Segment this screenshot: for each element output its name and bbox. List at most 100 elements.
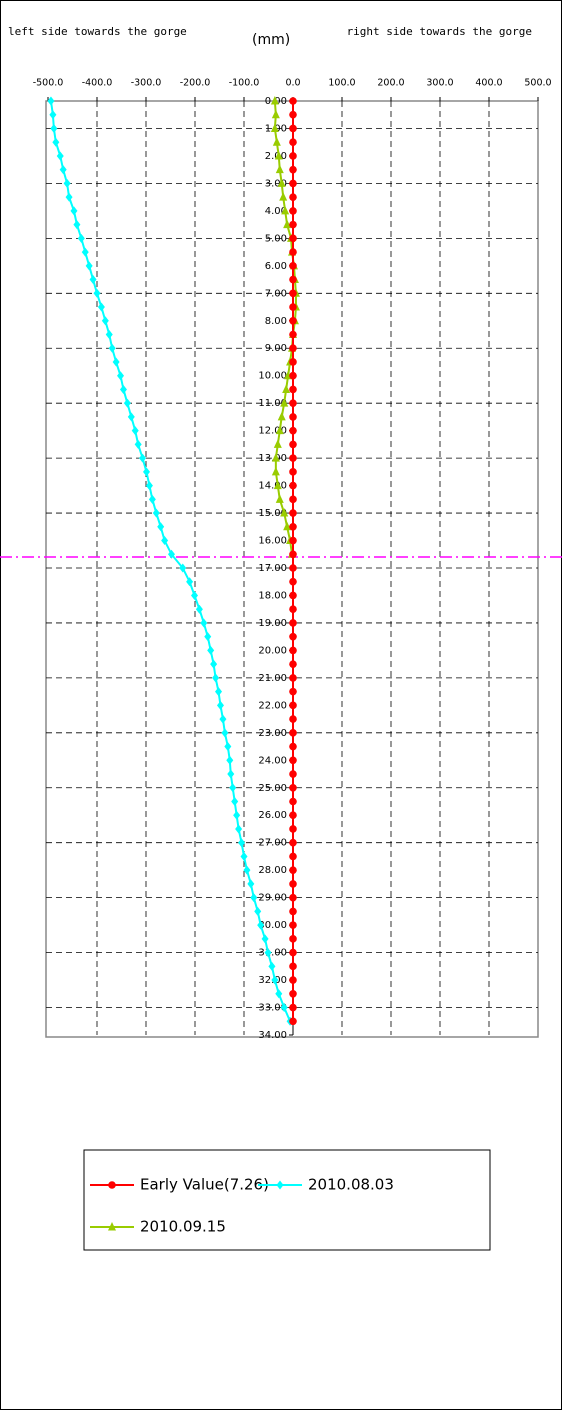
data-point: [289, 124, 297, 133]
data-point: [212, 673, 220, 683]
data-point: [289, 893, 297, 902]
data-point: [224, 742, 232, 752]
x-tick-label: -500.0: [33, 78, 64, 89]
data-point: [117, 371, 125, 381]
data-point: [179, 563, 187, 573]
data-point: [105, 330, 113, 339]
data-point: [134, 439, 142, 449]
data-point: [250, 893, 258, 903]
y-tick-label: 13.00: [258, 453, 287, 464]
data-point: [289, 742, 297, 751]
data-point: [127, 412, 135, 422]
data-point: [231, 797, 239, 806]
y-tick-label: 2.00: [265, 151, 287, 162]
data-point: [289, 976, 297, 984]
data-point: [275, 494, 284, 503]
y-tick-label: 19.00: [258, 618, 287, 629]
data-point: [261, 934, 269, 944]
y-tick-label: 10.00: [258, 371, 287, 382]
data-point: [145, 481, 153, 491]
data-point: [229, 783, 237, 793]
data-point: [289, 220, 297, 229]
data-point: [289, 495, 297, 504]
data-point: [271, 109, 280, 119]
y-tick-label: 4.00: [265, 206, 287, 217]
data-point: [289, 948, 297, 957]
y-tick-label: 24.00: [258, 755, 287, 766]
data-point: [289, 344, 297, 353]
data-point: [191, 590, 199, 600]
data-point: [271, 466, 280, 476]
data-point: [70, 206, 78, 216]
data-point: [195, 604, 203, 614]
data-point: [254, 906, 262, 916]
data-point: [283, 219, 292, 229]
data-point: [257, 920, 265, 930]
data-point: [277, 411, 286, 421]
data-point: [289, 152, 297, 160]
data-point: [289, 330, 297, 339]
data-point: [289, 481, 297, 490]
data-point: [271, 975, 279, 985]
data-point: [89, 275, 97, 285]
x-tick-label: 500.0: [524, 78, 551, 89]
data-point: [49, 110, 57, 120]
x-tick-label: 300.0: [426, 78, 453, 89]
y-tick-label: 16.00: [258, 536, 287, 547]
data-point: [227, 769, 235, 779]
data-point: [289, 756, 297, 765]
data-point: [112, 357, 120, 367]
data-point: [238, 838, 246, 848]
data-point: [280, 398, 289, 407]
data-point: [289, 138, 297, 147]
data-point: [204, 632, 212, 642]
data-point: [289, 303, 297, 311]
data-point: [289, 275, 297, 284]
data-point: [289, 852, 297, 861]
data-point: [270, 123, 279, 132]
y-tick-label: 31.00: [258, 948, 287, 959]
y-tick-label: 15.00: [258, 508, 287, 519]
data-point: [289, 440, 297, 449]
data-point: [289, 632, 297, 641]
data-point: [152, 508, 160, 518]
data-point: [289, 825, 297, 833]
y-tick-label: 30.00: [258, 920, 287, 931]
data-point: [119, 384, 127, 394]
x-tick-label: 400.0: [475, 78, 502, 89]
data-point: [289, 1003, 297, 1012]
data-point: [289, 165, 297, 174]
data-point: [273, 480, 282, 490]
data-point: [289, 935, 297, 943]
data-point: [281, 205, 290, 215]
y-tick-label: 33.00: [258, 1003, 287, 1014]
data-point: [289, 619, 297, 627]
data-point: [289, 1017, 297, 1026]
x-tick-label: -400.0: [82, 78, 113, 89]
data-point: [56, 151, 64, 161]
data-point: [289, 880, 297, 888]
data-point: [289, 289, 297, 298]
data-point: [289, 687, 297, 696]
data-point: [221, 728, 229, 738]
data-point: [289, 522, 297, 531]
data-point: [289, 783, 297, 792]
y-tick-label: 11.00: [258, 398, 287, 409]
data-point: [50, 123, 58, 133]
data-point: [289, 385, 297, 394]
right-label: right side towards the gorge: [346, 25, 532, 38]
data-point: [226, 755, 234, 765]
x-tick-label: -300.0: [131, 78, 162, 89]
y-tick-label: 9.00: [265, 343, 287, 354]
data-point: [279, 192, 288, 201]
data-point: [215, 687, 223, 697]
data-point: [289, 770, 297, 778]
y-tick-label: 27.00: [258, 838, 287, 849]
data-point: [289, 468, 297, 476]
data-point: [148, 494, 156, 504]
data-point: [207, 645, 215, 655]
data-point: [289, 646, 297, 655]
y-tick-label: 28.00: [258, 865, 287, 876]
data-point: [243, 865, 251, 875]
